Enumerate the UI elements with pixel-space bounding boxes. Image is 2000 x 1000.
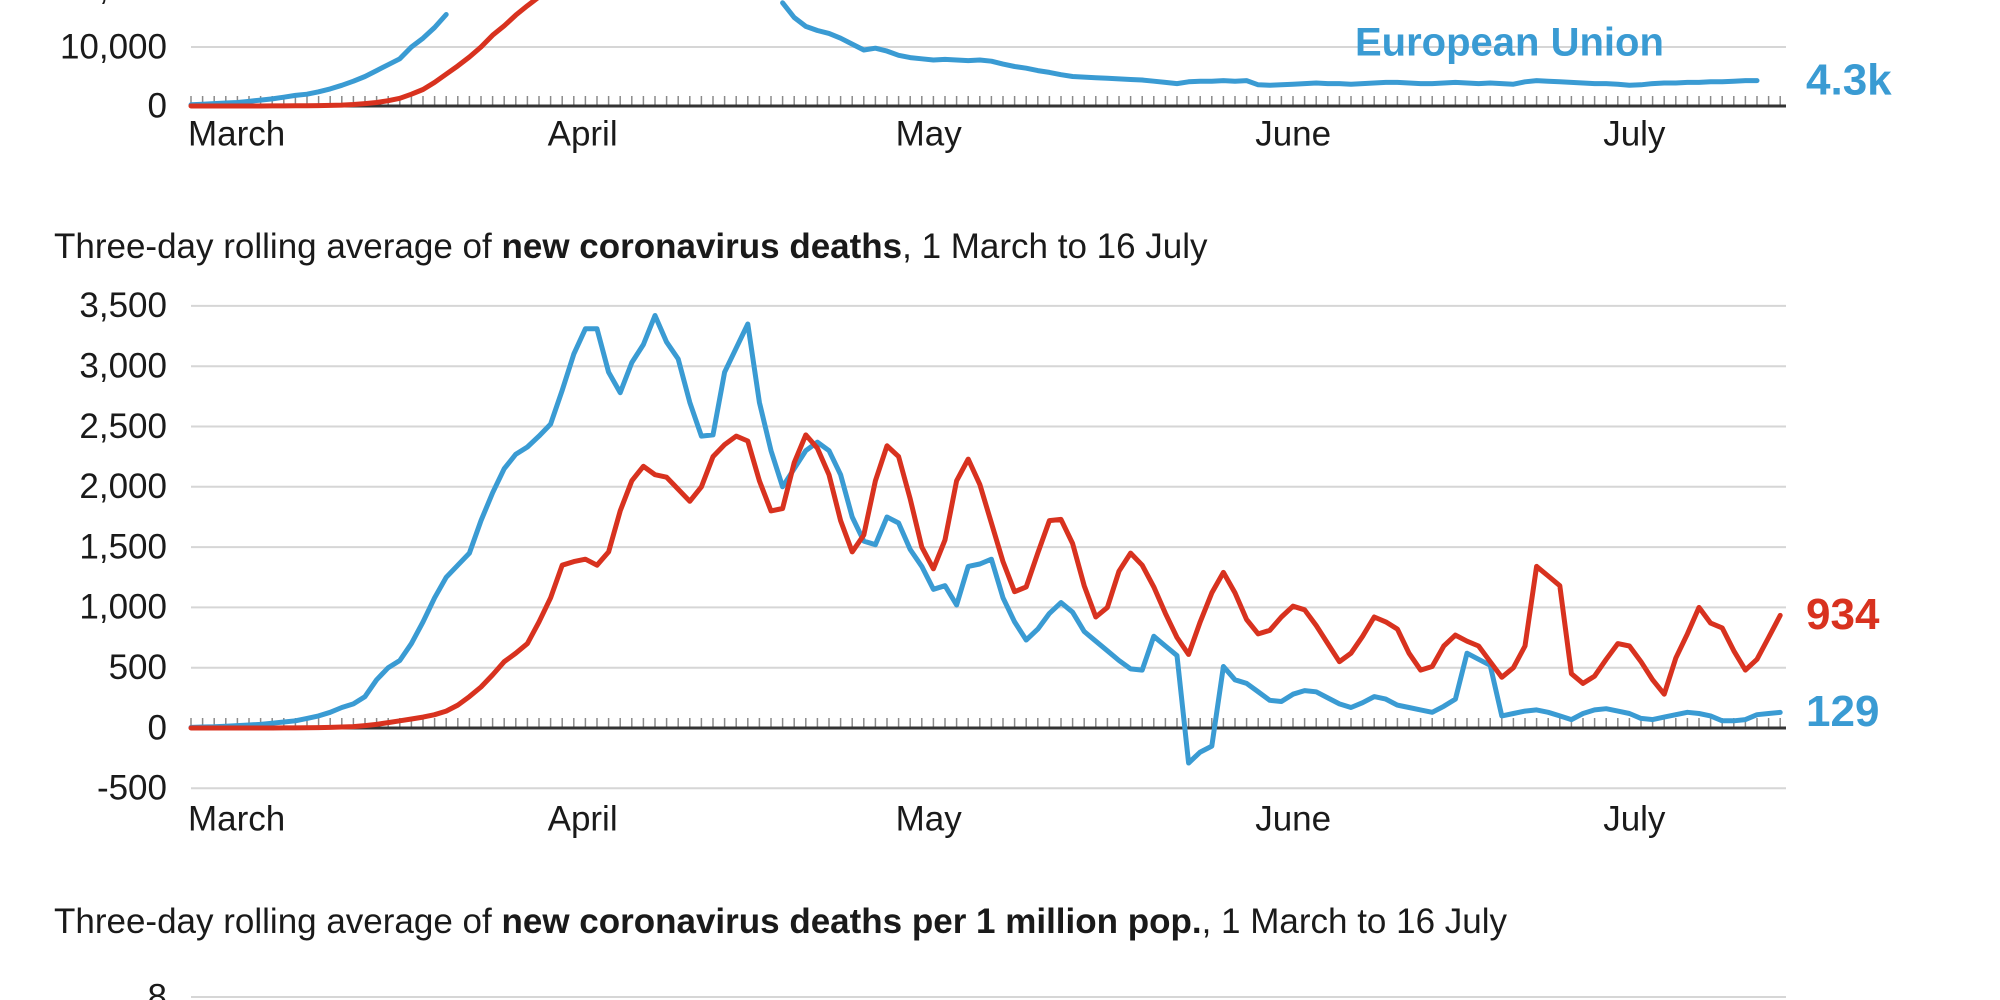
series-line-1 xyxy=(188,0,540,109)
series-name-label: European Union xyxy=(1355,21,1664,65)
x-tick-label: March xyxy=(188,799,285,838)
x-tick-label: April xyxy=(548,799,618,838)
y-tick-label: 10,000 xyxy=(60,27,167,66)
y-tick-label: 0 xyxy=(148,708,167,747)
y-tick-label: 2,500 xyxy=(79,407,167,446)
title-pre: Three-day rolling average of xyxy=(54,227,501,266)
y-tick-label: 3,500 xyxy=(79,286,167,325)
cases-chart: 0 10,000 20,000 March April May June July 4.3k Eu… xyxy=(60,0,1892,153)
y-tick-label: 1,500 xyxy=(79,527,167,566)
y-tick-label: 3,000 xyxy=(79,346,167,385)
deaths-chart: Three-day rolling average of new coronav… xyxy=(54,227,1880,838)
title-post: , 1 March to 16 July xyxy=(1202,902,1508,941)
series-line-0 xyxy=(188,313,1783,766)
x-tick-label: July xyxy=(1603,799,1666,838)
title-pre: Three-day rolling average of xyxy=(54,902,501,941)
deaths-per-million-chart-title: Three-day rolling average of new coronav… xyxy=(54,902,1508,941)
y-tick-label: 0 xyxy=(148,86,167,125)
y-tick-label: 8 xyxy=(148,977,167,1000)
x-tick-label: June xyxy=(1255,799,1331,838)
y-tick-label: -500 xyxy=(97,769,167,808)
deaths-per-million-chart: Three-day rolling average of new coronav… xyxy=(54,902,1786,1000)
y-tick-label: 1,000 xyxy=(79,588,167,627)
title-bold: new coronavirus deaths xyxy=(501,227,902,266)
series-end-label: 129 xyxy=(1806,687,1879,736)
y-tick-label: 500 xyxy=(109,648,167,687)
x-tick-label: July xyxy=(1603,114,1666,153)
series-line-0 xyxy=(188,0,1760,108)
x-tick-label: May xyxy=(896,799,963,838)
x-tick-label: May xyxy=(896,114,963,153)
x-tick-label: April xyxy=(548,114,618,153)
series-line-1 xyxy=(188,432,1783,731)
y-tick-label: 20,000 xyxy=(60,0,167,7)
x-tick-label: June xyxy=(1255,114,1331,153)
x-tick-label: March xyxy=(188,114,285,153)
deaths-chart-title: Three-day rolling average of new coronav… xyxy=(54,227,1208,266)
series-end-label: 4.3k xyxy=(1806,55,1892,104)
title-bold: new coronavirus deaths per 1 million pop… xyxy=(501,902,1201,941)
y-tick-label: 2,000 xyxy=(79,467,167,506)
title-post: , 1 March to 16 July xyxy=(902,227,1208,266)
series-end-label: 934 xyxy=(1806,590,1880,639)
